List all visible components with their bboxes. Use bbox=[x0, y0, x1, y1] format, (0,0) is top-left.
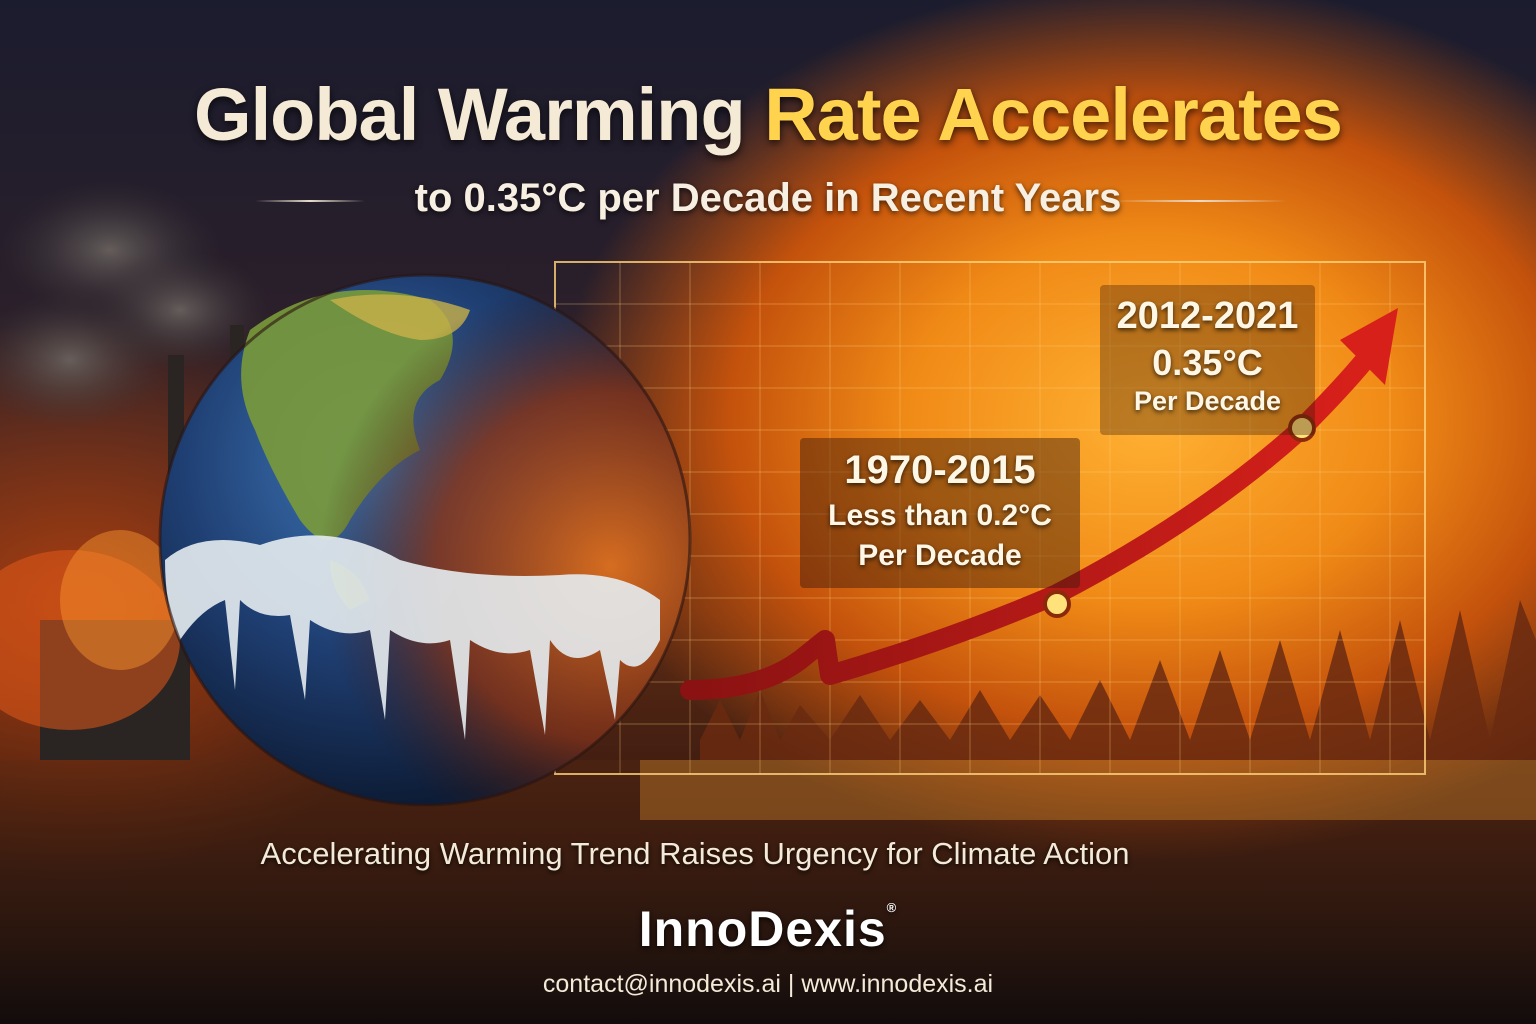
ground bbox=[0, 760, 1536, 1024]
forest-fire-left bbox=[0, 530, 180, 730]
headline-part-1: Global Warming bbox=[194, 73, 746, 156]
earth-globe-icon bbox=[158, 273, 692, 807]
smoke-cloud bbox=[0, 180, 270, 430]
tagline: Accelerating Warming Trend Raises Urgenc… bbox=[260, 836, 1130, 871]
annotation-2-years: 2012-2021 bbox=[1116, 295, 1299, 337]
annotation-2-unit: Per Decade bbox=[1133, 386, 1282, 416]
forest-treeline bbox=[700, 600, 1536, 760]
data-point-1970-2015 bbox=[1043, 590, 1071, 618]
contact-website[interactable]: www.innodexis.ai bbox=[801, 970, 994, 998]
headline: Global Warming Rate Accelerates bbox=[0, 72, 1536, 157]
lake-reflection bbox=[640, 760, 1536, 820]
subhead-rule-left bbox=[255, 200, 365, 202]
annotation-1-line-1: Less than 0.2°C bbox=[828, 499, 1052, 532]
headline-part-2: Rate Accelerates bbox=[764, 73, 1343, 156]
subhead-rule-right bbox=[1112, 200, 1287, 202]
annotation-2012-2021: 2012-2021 0.35°C Per Decade bbox=[1100, 285, 1315, 435]
brand-logo: InnoDexis® bbox=[0, 900, 1536, 958]
annotation-1-line-2: Per Decade bbox=[858, 539, 1022, 572]
annotation-1970-2015: 1970-2015 Less than 0.2°C Per Decade bbox=[800, 438, 1080, 588]
annotation-2-value: 0.35°C bbox=[1152, 342, 1263, 383]
annotation-1-years: 1970-2015 bbox=[844, 448, 1036, 492]
contact-line: contact@innodexis.ai | www.innodexis.ai bbox=[0, 970, 1536, 999]
contact-email[interactable]: contact@innodexis.ai bbox=[542, 970, 781, 998]
data-point-2012-2021 bbox=[1288, 414, 1316, 442]
contact-separator: | bbox=[787, 970, 795, 998]
brand-name: InnoDexis bbox=[638, 901, 887, 957]
registered-mark: ® bbox=[886, 900, 898, 915]
subheadline: to 0.35°C per Decade in Recent Years bbox=[414, 176, 1122, 220]
